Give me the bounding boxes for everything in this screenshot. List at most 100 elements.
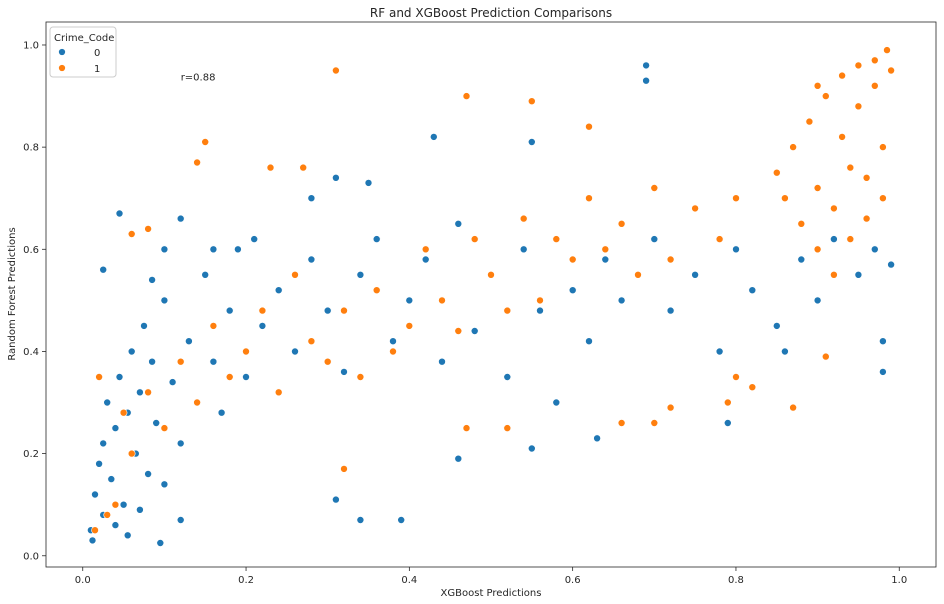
data-point-series-1-75 bbox=[617, 419, 626, 427]
data-point-series-0-40 bbox=[454, 220, 463, 228]
data-point-series-1-22 bbox=[691, 204, 699, 213]
data-point-series-1-52 bbox=[193, 398, 201, 407]
data-point-series-1-9 bbox=[846, 163, 855, 172]
data-point-series-0-7 bbox=[115, 373, 124, 381]
data-point-series-1-83 bbox=[883, 46, 891, 54]
data-point-series-0-60 bbox=[830, 235, 838, 243]
data-point-series-0-71 bbox=[176, 516, 185, 524]
data-point-series-1-12 bbox=[870, 82, 879, 90]
data-point-series-0-85 bbox=[642, 76, 650, 85]
data-point-series-0-1 bbox=[91, 490, 99, 499]
data-point-series-1-11 bbox=[862, 174, 871, 182]
data-point-series-1-54 bbox=[160, 424, 169, 432]
plot-frame bbox=[45, 21, 937, 568]
data-point-series-1-16 bbox=[830, 270, 838, 279]
data-point-series-0-51 bbox=[650, 235, 659, 243]
data-point-series-1-29 bbox=[568, 255, 577, 264]
data-point-series-1-34 bbox=[487, 270, 495, 279]
data-point-series-1-70 bbox=[266, 163, 275, 172]
data-point-series-0-90 bbox=[527, 444, 536, 453]
data-point-series-1-68 bbox=[527, 97, 536, 105]
data-point-series-1-18 bbox=[862, 214, 871, 223]
data-point-series-1-26 bbox=[617, 220, 626, 228]
data-point-series-0-70 bbox=[160, 480, 169, 489]
data-point-series-0-25 bbox=[225, 306, 234, 315]
x-tick-label-3: 0.6 bbox=[565, 575, 581, 586]
data-point-series-1-44 bbox=[323, 357, 332, 366]
data-point-series-0-86 bbox=[332, 495, 340, 504]
data-point-series-1-81 bbox=[748, 383, 757, 392]
data-point-series-0-58 bbox=[797, 255, 806, 264]
correlation-annotation: r=0.88 bbox=[181, 73, 216, 84]
data-point-series-0-20 bbox=[185, 337, 193, 346]
data-point-series-1-76 bbox=[650, 419, 659, 427]
data-point-series-0-59 bbox=[813, 296, 822, 305]
x-axis-label: XGBoost Predictions bbox=[441, 588, 542, 599]
data-point-series-0-64 bbox=[88, 536, 97, 545]
data-point-series-1-82 bbox=[732, 373, 740, 381]
data-point-series-1-56 bbox=[127, 449, 136, 458]
data-point-series-1-65 bbox=[201, 138, 209, 146]
data-point-series-1-43 bbox=[340, 306, 348, 315]
data-point-series-0-62 bbox=[870, 245, 879, 254]
data-point-series-1-23 bbox=[666, 255, 675, 264]
data-point-series-0-77 bbox=[209, 245, 218, 254]
data-point-series-0-82 bbox=[429, 133, 438, 141]
data-point-series-1-41 bbox=[372, 286, 381, 295]
data-point-series-0-23 bbox=[209, 357, 218, 366]
data-point-series-1-7 bbox=[830, 204, 838, 213]
data-point-series-0-22 bbox=[201, 270, 209, 279]
data-point-series-0-30 bbox=[291, 347, 299, 356]
data-point-series-0-61 bbox=[854, 270, 863, 279]
x-tick-label-0: 0.0 bbox=[75, 575, 91, 586]
data-point-series-1-67 bbox=[462, 92, 471, 100]
data-point-series-1-10 bbox=[854, 102, 863, 111]
data-point-series-1-60 bbox=[95, 373, 103, 381]
data-point-series-1-2 bbox=[789, 143, 797, 151]
legend-label-1: 1 bbox=[94, 64, 100, 75]
data-point-series-0-35 bbox=[372, 235, 381, 243]
data-point-series-0-27 bbox=[242, 373, 250, 381]
legend-title: Crime_Code bbox=[54, 33, 114, 44]
data-point-series-1-49 bbox=[242, 347, 250, 356]
data-point-series-0-68 bbox=[136, 505, 144, 514]
data-point-series-1-87 bbox=[813, 82, 822, 90]
data-point-series-1-66 bbox=[332, 66, 340, 75]
data-point-series-0-80 bbox=[332, 174, 340, 182]
data-point-series-1-31 bbox=[536, 296, 544, 305]
data-point-series-0-38 bbox=[421, 255, 430, 264]
points-layer bbox=[87, 46, 895, 547]
data-point-series-1-59 bbox=[103, 511, 111, 519]
data-point-series-0-69 bbox=[156, 539, 165, 547]
data-point-series-1-57 bbox=[119, 408, 128, 417]
data-point-series-0-34 bbox=[356, 270, 365, 279]
data-point-series-1-24 bbox=[650, 184, 659, 192]
data-point-series-1-36 bbox=[454, 327, 463, 335]
plot-area bbox=[45, 21, 937, 568]
data-point-series-0-4 bbox=[103, 398, 111, 407]
legend-marker-0 bbox=[58, 48, 66, 56]
data-point-series-1-5 bbox=[813, 184, 822, 192]
data-point-series-1-39 bbox=[405, 322, 414, 330]
data-point-series-0-53 bbox=[691, 270, 699, 279]
data-point-series-0-45 bbox=[536, 306, 544, 315]
data-point-series-0-29 bbox=[274, 286, 283, 295]
data-point-series-0-18 bbox=[168, 378, 177, 386]
data-point-series-0-73 bbox=[115, 209, 124, 218]
data-point-series-1-78 bbox=[723, 398, 732, 407]
data-point-series-1-17 bbox=[846, 235, 855, 243]
data-point-series-0-32 bbox=[323, 306, 332, 315]
y-tick-label-4: 0.8 bbox=[23, 143, 39, 154]
data-point-series-0-95 bbox=[781, 347, 789, 356]
data-point-series-0-15 bbox=[148, 357, 156, 366]
data-point-series-0-2 bbox=[95, 459, 103, 468]
data-point-series-0-31 bbox=[307, 255, 316, 264]
y-tick-label-2: 0.4 bbox=[23, 347, 39, 358]
data-point-series-1-46 bbox=[291, 270, 299, 279]
data-point-series-1-69 bbox=[585, 122, 593, 131]
data-point-series-0-81 bbox=[364, 179, 373, 187]
data-point-series-1-55 bbox=[144, 388, 152, 397]
data-point-series-1-84 bbox=[870, 56, 879, 65]
data-point-series-0-83 bbox=[527, 138, 536, 146]
